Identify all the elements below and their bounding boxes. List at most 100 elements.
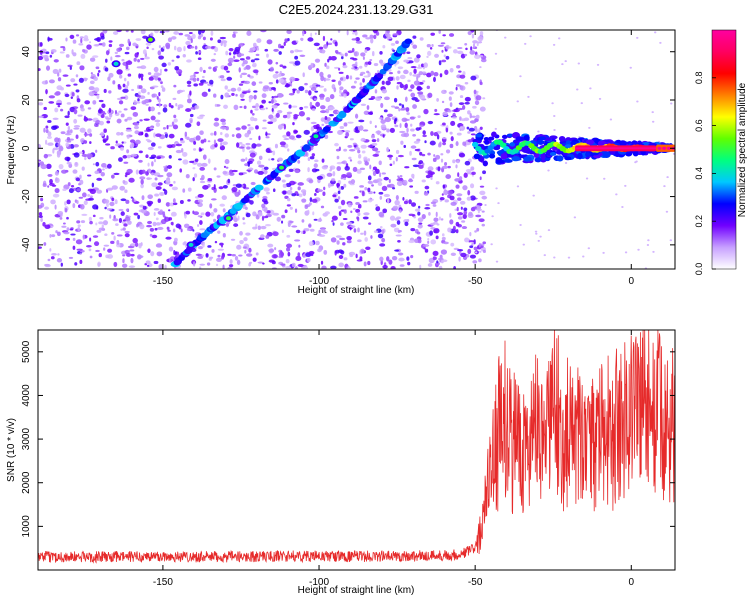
spectrogram-carrier-cell (515, 136, 525, 142)
spectrogram-noise-cell (154, 193, 160, 197)
spectrogram-noise-cell (140, 77, 144, 81)
spectrogram-noise-cell (289, 220, 294, 224)
spectrogram-noise-cell (185, 173, 190, 179)
spectrogram-noise-cell (246, 253, 253, 257)
spectrogram-noise-cell (410, 228, 416, 232)
spectrogram-noise-cell (532, 194, 535, 197)
spectrogram-noise-cell (284, 209, 288, 214)
spectrogram-noise-cell (167, 144, 173, 149)
spectrogram-noise-cell (266, 39, 273, 45)
spectrogram-noise-cell (66, 227, 70, 231)
spectrogram-noise-cell (275, 61, 279, 65)
spectrogram-noise-cell (405, 107, 410, 112)
spectrogram-noise-cell (76, 248, 83, 251)
spectrogram-noise-cell (345, 132, 350, 138)
spectrogram-noise-cell (61, 225, 67, 228)
spectrogram-noise-cell (457, 172, 460, 178)
spectrogram-noise-cell (469, 120, 477, 124)
spectrogram-noise-cell (474, 100, 480, 106)
spectrogram-noise-cell (364, 49, 368, 54)
spectrogram-noise-cell (156, 95, 159, 100)
spectrogram-noise-cell (588, 126, 591, 129)
spectrogram-noise-cell (302, 72, 305, 78)
spectrogram-noise-cell (449, 33, 455, 37)
spectrogram-noise-cell (114, 199, 118, 205)
spectrogram-noise-cell (624, 251, 628, 254)
spectrogram-noise-cell (230, 87, 237, 92)
spectrogram-noise-cell (468, 127, 475, 132)
spectrogram-noise-cell (414, 208, 421, 212)
spectrogram-noise-cell (95, 149, 98, 153)
spectrogram-noise-cell (636, 36, 639, 39)
spectrogram-noise-cell (304, 89, 309, 94)
spectrogram-noise-cell (80, 38, 83, 44)
spectrogram-noise-cell (100, 171, 105, 177)
spectrogram-noise-cell (298, 110, 305, 117)
spectrogram-noise-cell (373, 34, 377, 40)
spectrogram-noise-cell (313, 218, 318, 221)
spectrogram-noise-cell (231, 187, 238, 193)
spectrogram-noise-cell (342, 160, 348, 165)
spectrogram-noise-cell (214, 117, 219, 122)
spectrogram-noise-cell (663, 185, 666, 188)
spectrogram-noise-cell (327, 74, 332, 78)
spectrogram-noise-cell (415, 127, 421, 131)
spectrogram-noise-cell (257, 170, 264, 175)
spectrogram-noise-cell (291, 225, 298, 228)
spectrogram-noise-cell (158, 91, 161, 97)
spectrogram-noise-cell (257, 212, 263, 216)
spectrogram-noise-cell (337, 205, 342, 210)
spectrogram-noise-cell (232, 33, 236, 38)
spectrogram-noise-cell (100, 131, 105, 137)
spectrogram-noise-cell (405, 83, 408, 89)
spectrogram-noise-cell (309, 101, 313, 108)
spectrogram-noise-cell (389, 127, 395, 133)
spectrogram-noise-cell (178, 224, 182, 230)
spectrogram-noise-cell (249, 200, 254, 205)
spectrogram-noise-cell (151, 85, 159, 88)
spectrogram-noise-cell (408, 213, 414, 217)
spectrogram-noise-cell (478, 218, 485, 223)
spectrogram-noise-cell (399, 74, 406, 80)
spectrogram-noise-cell (464, 96, 471, 102)
spectrogram-noise-cell (105, 143, 111, 146)
spectrogram-noise-cell (106, 187, 114, 191)
spectrogram-noise-cell (135, 101, 141, 104)
spectrogram-noise-cell (373, 62, 379, 67)
spectrogram-noise-cell (516, 185, 520, 188)
spectrogram-carrier-cell (492, 145, 501, 151)
spectrogram-noise-cell (504, 36, 507, 39)
spectrogram-noise-cell (352, 207, 356, 211)
spectrogram-noise-cell (308, 223, 312, 228)
spectrogram-noise-cell (370, 96, 376, 100)
spectrogram-noise-cell (411, 157, 417, 161)
spectrogram-track-cell (254, 184, 264, 191)
spectrogram-noise-cell (357, 227, 360, 233)
spectrogram-noise-cell (109, 201, 115, 207)
spectrogram-noise-cell (151, 48, 155, 51)
spectrogram-noise-cell (77, 224, 81, 228)
spectrogram-noise-cell (83, 140, 88, 144)
spectrogram-noise-cell (413, 80, 420, 86)
spectrogram-noise-cell (338, 146, 341, 152)
spectrogram-noise-cell (250, 181, 256, 186)
spectrogram-noise-cell (233, 49, 240, 55)
spectrogram-noise-cell (156, 251, 163, 257)
spectrogram-noise-cell (121, 58, 125, 62)
spectrogram-noise-cell (471, 33, 475, 39)
spectrogram-noise-cell (222, 208, 226, 213)
spectrogram-noise-cell (367, 71, 371, 77)
spectrogram-noise-cell (151, 161, 154, 167)
spectrogram-noise-cell (103, 247, 106, 251)
spectrogram-noise-cell (396, 85, 399, 90)
spectrogram-noise-cell (397, 154, 404, 158)
spectrogram-noise-cell (442, 184, 446, 189)
spectrogram-noise-cell (360, 52, 366, 57)
spectrogram-noise-cell (265, 234, 270, 239)
spectrogram-noise-cell (435, 181, 440, 185)
spectrogram-noise-cell (247, 74, 251, 78)
spectrogram-noise-cell (258, 155, 263, 160)
spectrogram-noise-cell (332, 222, 335, 226)
spectrogram-noise-cell (310, 87, 317, 91)
spectrogram-noise-cell (482, 97, 486, 100)
